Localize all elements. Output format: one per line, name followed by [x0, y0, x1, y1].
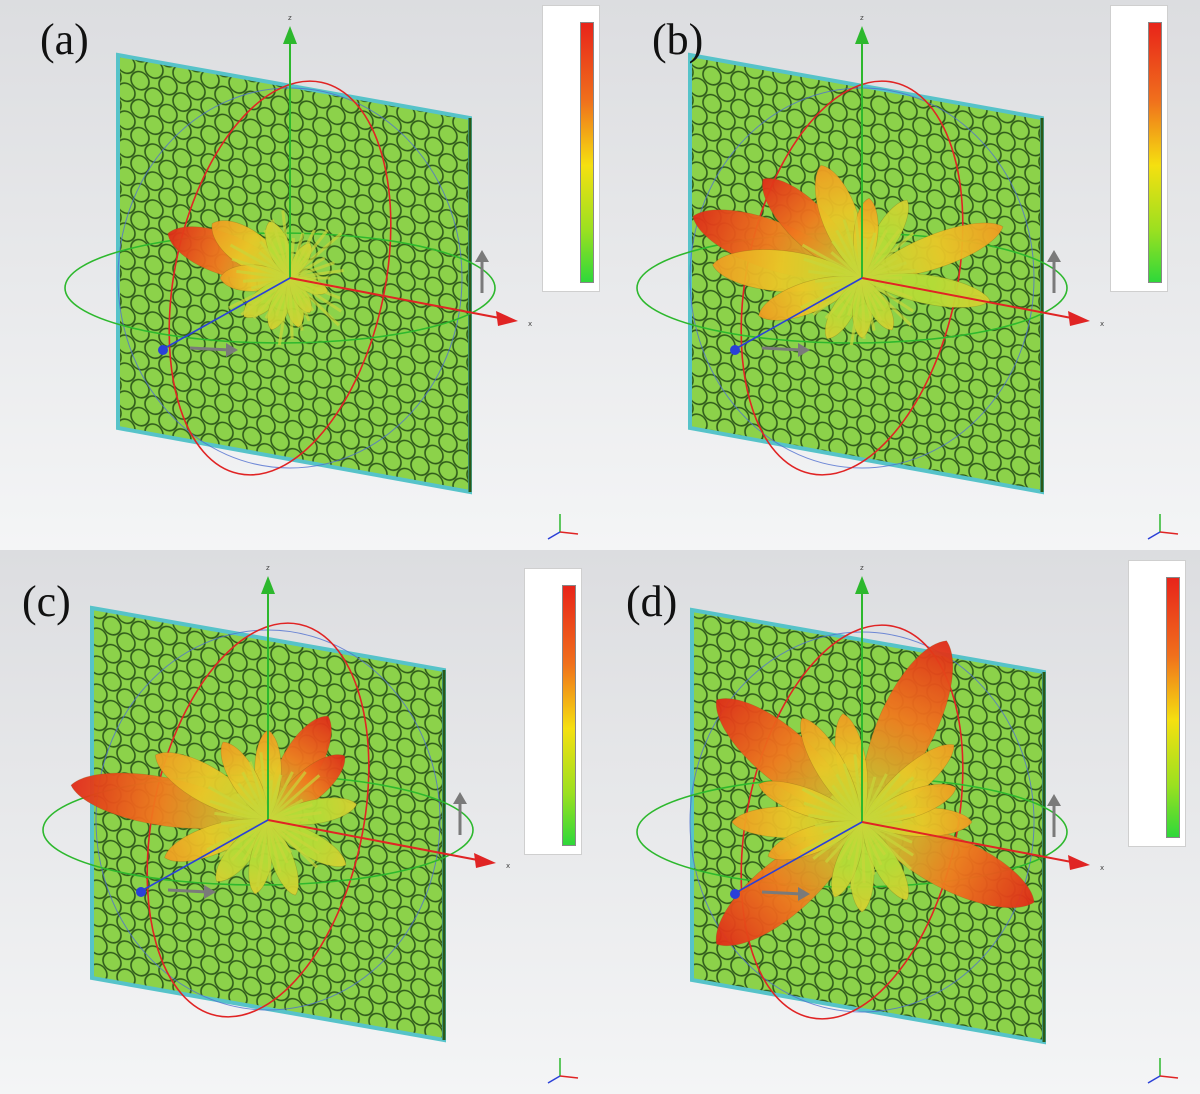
colorbar-gradient [562, 585, 576, 846]
svg-text:x: x [1100, 320, 1104, 328]
colorbar-gradient [580, 22, 594, 283]
x-axis-arrow: x [267, 819, 510, 870]
panel-label: (c) [22, 577, 71, 626]
panel-d: z x (d) [600, 550, 1200, 1094]
colorbar-ticks [1132, 577, 1164, 838]
y-axis-arrow [730, 277, 863, 355]
x-axis-arrow: x [861, 277, 1104, 328]
incident-wave-arrows [761, 794, 1061, 901]
incident-wave-arrows [167, 792, 467, 899]
orientation-triad [547, 514, 579, 540]
incident-wave-arrows [189, 250, 489, 357]
svg-text:z: z [860, 564, 864, 572]
panel-label: (a) [40, 15, 89, 64]
colorbar-ticks [546, 22, 578, 283]
panel-b: z x (b) [600, 0, 1200, 550]
colorbar [1128, 560, 1186, 847]
panel-label: (b) [652, 15, 704, 64]
x-axis-arrow: x [861, 821, 1104, 872]
panel-a: z x (a) [0, 0, 600, 550]
radiation-pattern-view-c: zx [0, 550, 600, 1094]
svg-text:x: x [528, 320, 532, 328]
colorbar-ticks [528, 585, 560, 846]
radiation-pattern-view-a: zx [0, 0, 600, 550]
panel-c: z x (c) [0, 550, 600, 1094]
far-field-lobes [70, 715, 357, 896]
y-axis-arrow [136, 819, 269, 897]
z-axis-arrow: z [855, 564, 869, 822]
z-axis-arrow: z [855, 14, 869, 278]
panel-label: (d) [626, 577, 678, 626]
lobe [758, 275, 863, 321]
colorbar [524, 568, 582, 855]
svg-text:z: z [860, 14, 864, 22]
z-axis-arrow: z [261, 564, 275, 820]
svg-text:z: z [288, 14, 292, 22]
colorbar-ticks [1114, 22, 1146, 283]
svg-text:x: x [1100, 864, 1104, 872]
incident-wave-arrows [761, 250, 1061, 357]
orientation-triad [1147, 514, 1179, 540]
radiation-pattern-view-d: zx [600, 550, 1200, 1094]
colorbar [542, 5, 600, 292]
radiation-pattern-view-b: zx [600, 0, 1200, 550]
svg-text:x: x [506, 862, 510, 870]
far-field-lobes [715, 640, 1035, 946]
far-field-lobes [692, 164, 1004, 346]
svg-text:z: z [266, 564, 270, 572]
colorbar-gradient [1166, 577, 1180, 838]
colorbar-gradient [1148, 22, 1162, 283]
y-axis-arrow [730, 821, 863, 899]
colorbar [1110, 5, 1168, 292]
orientation-triad [547, 1058, 579, 1084]
z-axis-arrow: z [283, 14, 297, 278]
far-field-lobes [167, 210, 344, 346]
orientation-triad [1147, 1058, 1179, 1084]
x-axis-arrow: x [289, 277, 532, 328]
y-axis-arrow [158, 277, 291, 355]
